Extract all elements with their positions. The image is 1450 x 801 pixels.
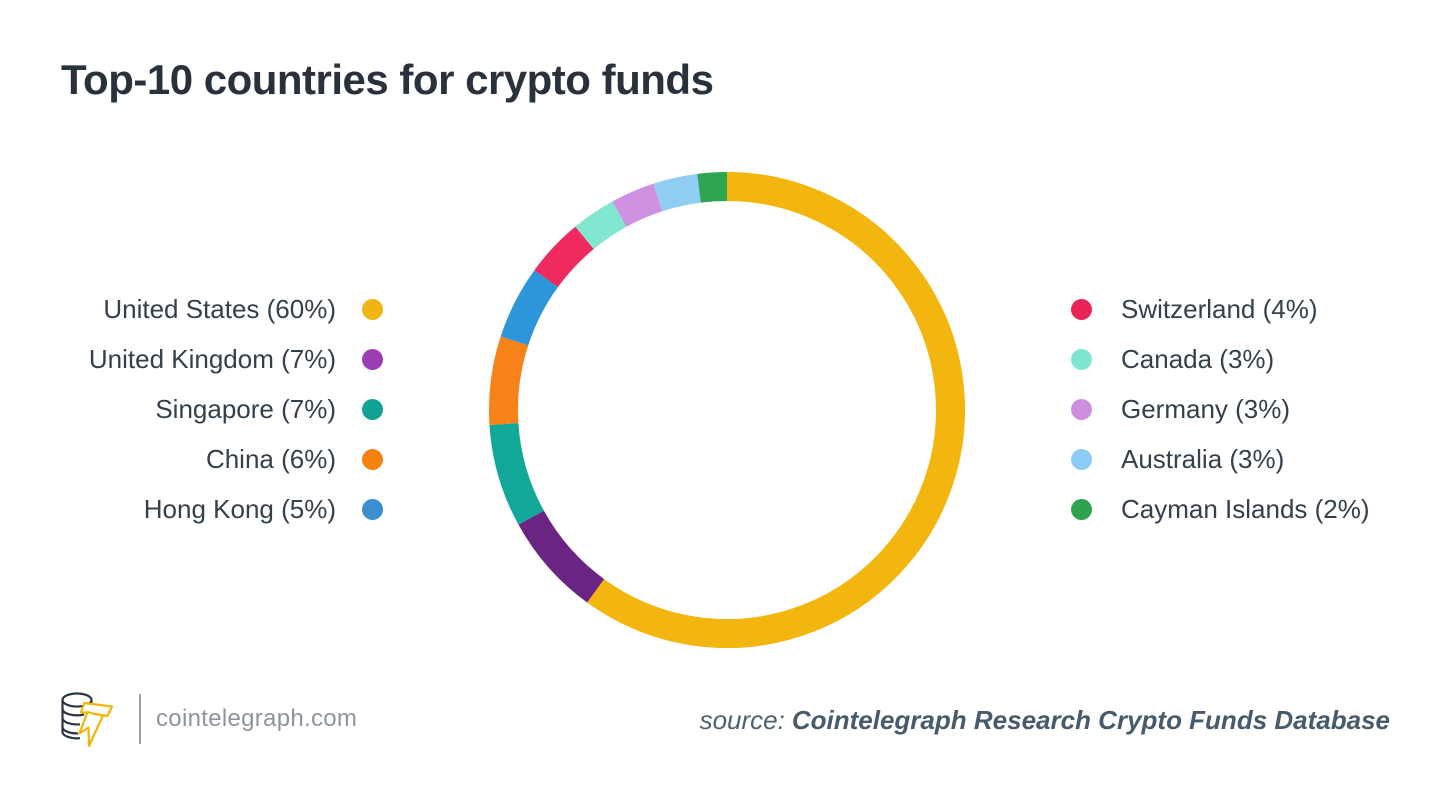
legend-item-china: China (6%) [40, 434, 383, 484]
legend-item-australia: Australia (3%) [1071, 434, 1370, 484]
legend-label: Cayman Islands (2%) [1121, 493, 1370, 524]
legend-item-switzerland: Switzerland (4%) [1071, 284, 1370, 334]
legend-dot-cayman-islands [1071, 498, 1092, 520]
donut-segment-china [489, 336, 529, 425]
source-prefix: source: [699, 705, 785, 735]
legend-label: Hong Kong (5%) [143, 493, 336, 524]
source-name: Cointelegraph Research Crypto Funds Data… [791, 705, 1390, 735]
legend-item-cayman-islands: Cayman Islands (2%) [1071, 484, 1370, 534]
legend-dot-switzerland [1071, 298, 1092, 320]
legend-label: China (6%) [205, 443, 336, 474]
legend-label: United States (60%) [103, 293, 336, 324]
legend-label: Singapore (7%) [155, 393, 336, 424]
legend-item-germany: Germany (3%) [1071, 384, 1370, 434]
legend-item-singapore: Singapore (7%) [40, 384, 383, 434]
legend-dot-china [362, 448, 383, 470]
donut-chart [489, 171, 965, 648]
legend-item-hong-kong: Hong Kong (5%) [40, 484, 383, 534]
donut-segment-germany [612, 183, 663, 227]
footer-brand: cointelegraph.com [56, 688, 357, 750]
legend-label: Australia (3%) [1121, 443, 1285, 474]
legend-label: Canada (3%) [1121, 343, 1275, 374]
donut-segment-united-states [587, 172, 965, 648]
legend-item-canada: Canada (3%) [1071, 334, 1370, 384]
donut-segment-canada [575, 201, 627, 250]
legend-dot-germany [1071, 398, 1092, 420]
donut-segment-singapore [489, 422, 544, 525]
legend-label: United Kingdom (7%) [88, 343, 336, 374]
donut-segment-switzerland [534, 226, 595, 288]
legend-left: United States (60%) United Kingdom (7%) Si… [40, 284, 383, 534]
donut-segment-cayman-islands [697, 171, 728, 203]
donut-segment-australia [653, 173, 702, 212]
source-line: source: Cointelegraph Research Crypto Fun… [700, 705, 1390, 736]
legend-label: Germany (3%) [1121, 393, 1291, 424]
legend-item-united-kingdom: United Kingdom (7%) [40, 334, 383, 384]
legend-dot-canada [1071, 348, 1092, 370]
page-title: Top-10 countries for crypto funds [61, 56, 714, 103]
legend-label: Switzerland (4%) [1121, 293, 1318, 324]
legend-dot-hong-kong [362, 498, 383, 520]
donut-segment-hong-kong [500, 270, 559, 346]
donut-segment-united-kingdom [518, 510, 605, 603]
brand-domain: cointelegraph.com [156, 705, 358, 732]
legend-dot-united-kingdom [362, 348, 383, 370]
legend-dot-united-states [362, 298, 383, 320]
brand-divider [139, 694, 141, 744]
legend-dot-singapore [362, 398, 383, 420]
legend-right: Switzerland (4%) Canada (3%) Germany (3%) A… [1071, 284, 1370, 534]
legend-dot-australia [1071, 448, 1092, 470]
legend-item-united-states: United States (60%) [40, 284, 383, 334]
cointelegraph-logo-icon [61, 692, 114, 748]
